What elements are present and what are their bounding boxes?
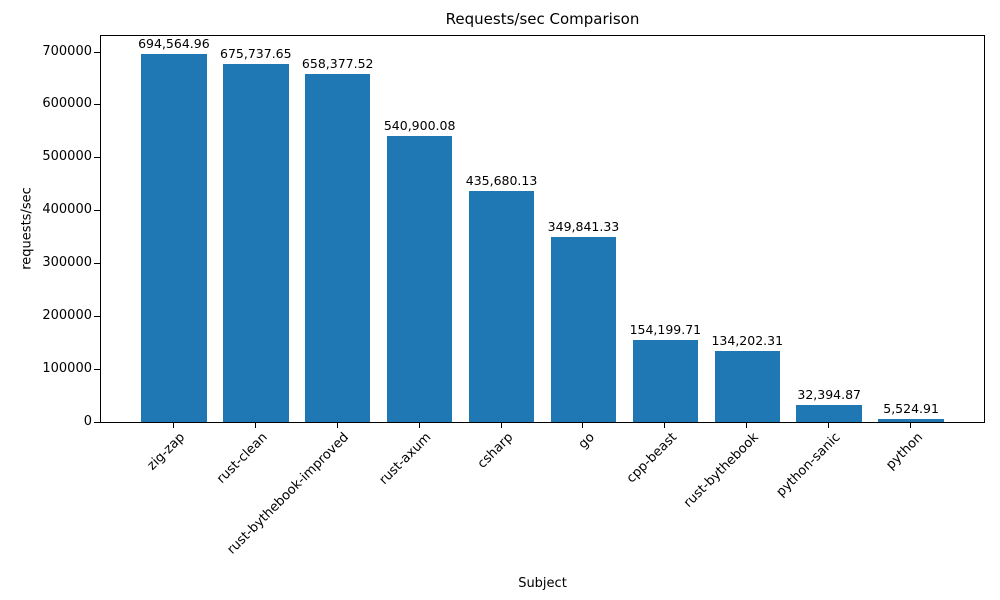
bar-value-label: 154,199.71 [629, 322, 702, 338]
y-tick-label: 600000 [42, 96, 92, 112]
x-tick-label: rust-bythebook [681, 430, 762, 511]
bar [468, 191, 535, 422]
bar [878, 419, 944, 422]
x-axis-label: Subject [518, 576, 567, 591]
y-tick-label: 400000 [42, 202, 92, 218]
y-tick-label: 700000 [42, 43, 92, 59]
bar [223, 64, 289, 422]
x-tick-label: python [882, 430, 926, 473]
y-tick-mark [94, 157, 100, 159]
y-tick-label: 200000 [42, 308, 92, 324]
y-tick-mark [94, 369, 100, 371]
x-tick-mark [664, 423, 666, 428]
y-tick-label: 300000 [42, 255, 92, 271]
bar [386, 135, 453, 422]
x-tick-mark [500, 423, 502, 428]
bar [796, 404, 862, 422]
bar [550, 236, 617, 422]
y-tick-mark [94, 210, 100, 212]
x-tick-mark [418, 423, 420, 428]
bar [632, 340, 699, 422]
x-tick-label: rust-axum [376, 430, 435, 488]
bar-value-label: 435,680.13 [465, 173, 538, 189]
y-axis-label: requests/sec [19, 187, 35, 270]
y-tick-label: 0 [83, 414, 92, 429]
x-tick-label: zig-zap [145, 430, 189, 474]
plot-area: 694,564.96 675,737.65 658,377.52 540,900.08… [100, 35, 985, 423]
x-tick-label: go [576, 430, 599, 453]
y-tick-mark [94, 422, 100, 423]
bar-value-label: 540,900.08 [383, 117, 456, 133]
x-tick-mark [336, 423, 338, 428]
y-tick-mark [94, 316, 100, 318]
chart-title: Requests/sec Comparison [445, 10, 640, 28]
x-tick-label: rust-clean [213, 430, 271, 487]
y-tick-mark [94, 263, 100, 265]
bar [141, 54, 207, 422]
bar [304, 73, 371, 422]
bar-value-label: 134,202.31 [711, 332, 784, 348]
x-tick-mark [582, 423, 584, 428]
x-tick-mark [172, 423, 174, 428]
bar-value-label: 658,377.52 [301, 55, 374, 71]
y-tick-mark [94, 104, 100, 106]
y-tick-mark [94, 51, 100, 53]
y-tick-label: 500000 [42, 149, 92, 165]
y-tick-label: 100000 [42, 361, 92, 377]
bar-value-label: 32,394.87 [797, 386, 861, 402]
x-tick-label: csharp [474, 430, 517, 472]
x-tick-mark [828, 423, 830, 428]
bar [714, 350, 781, 422]
bar-value-label: 349,841.33 [547, 218, 620, 234]
x-tick-label: cpp-beast [623, 430, 680, 487]
bar-value-label: 5,524.91 [883, 401, 939, 417]
x-tick-mark [254, 423, 256, 428]
bar-value-label: 694,564.96 [138, 36, 210, 52]
x-tick-label: python-sanic [773, 430, 844, 500]
x-tick-mark [910, 423, 912, 428]
bar-value-label: 675,737.65 [220, 46, 292, 62]
x-tick-mark [746, 423, 748, 428]
